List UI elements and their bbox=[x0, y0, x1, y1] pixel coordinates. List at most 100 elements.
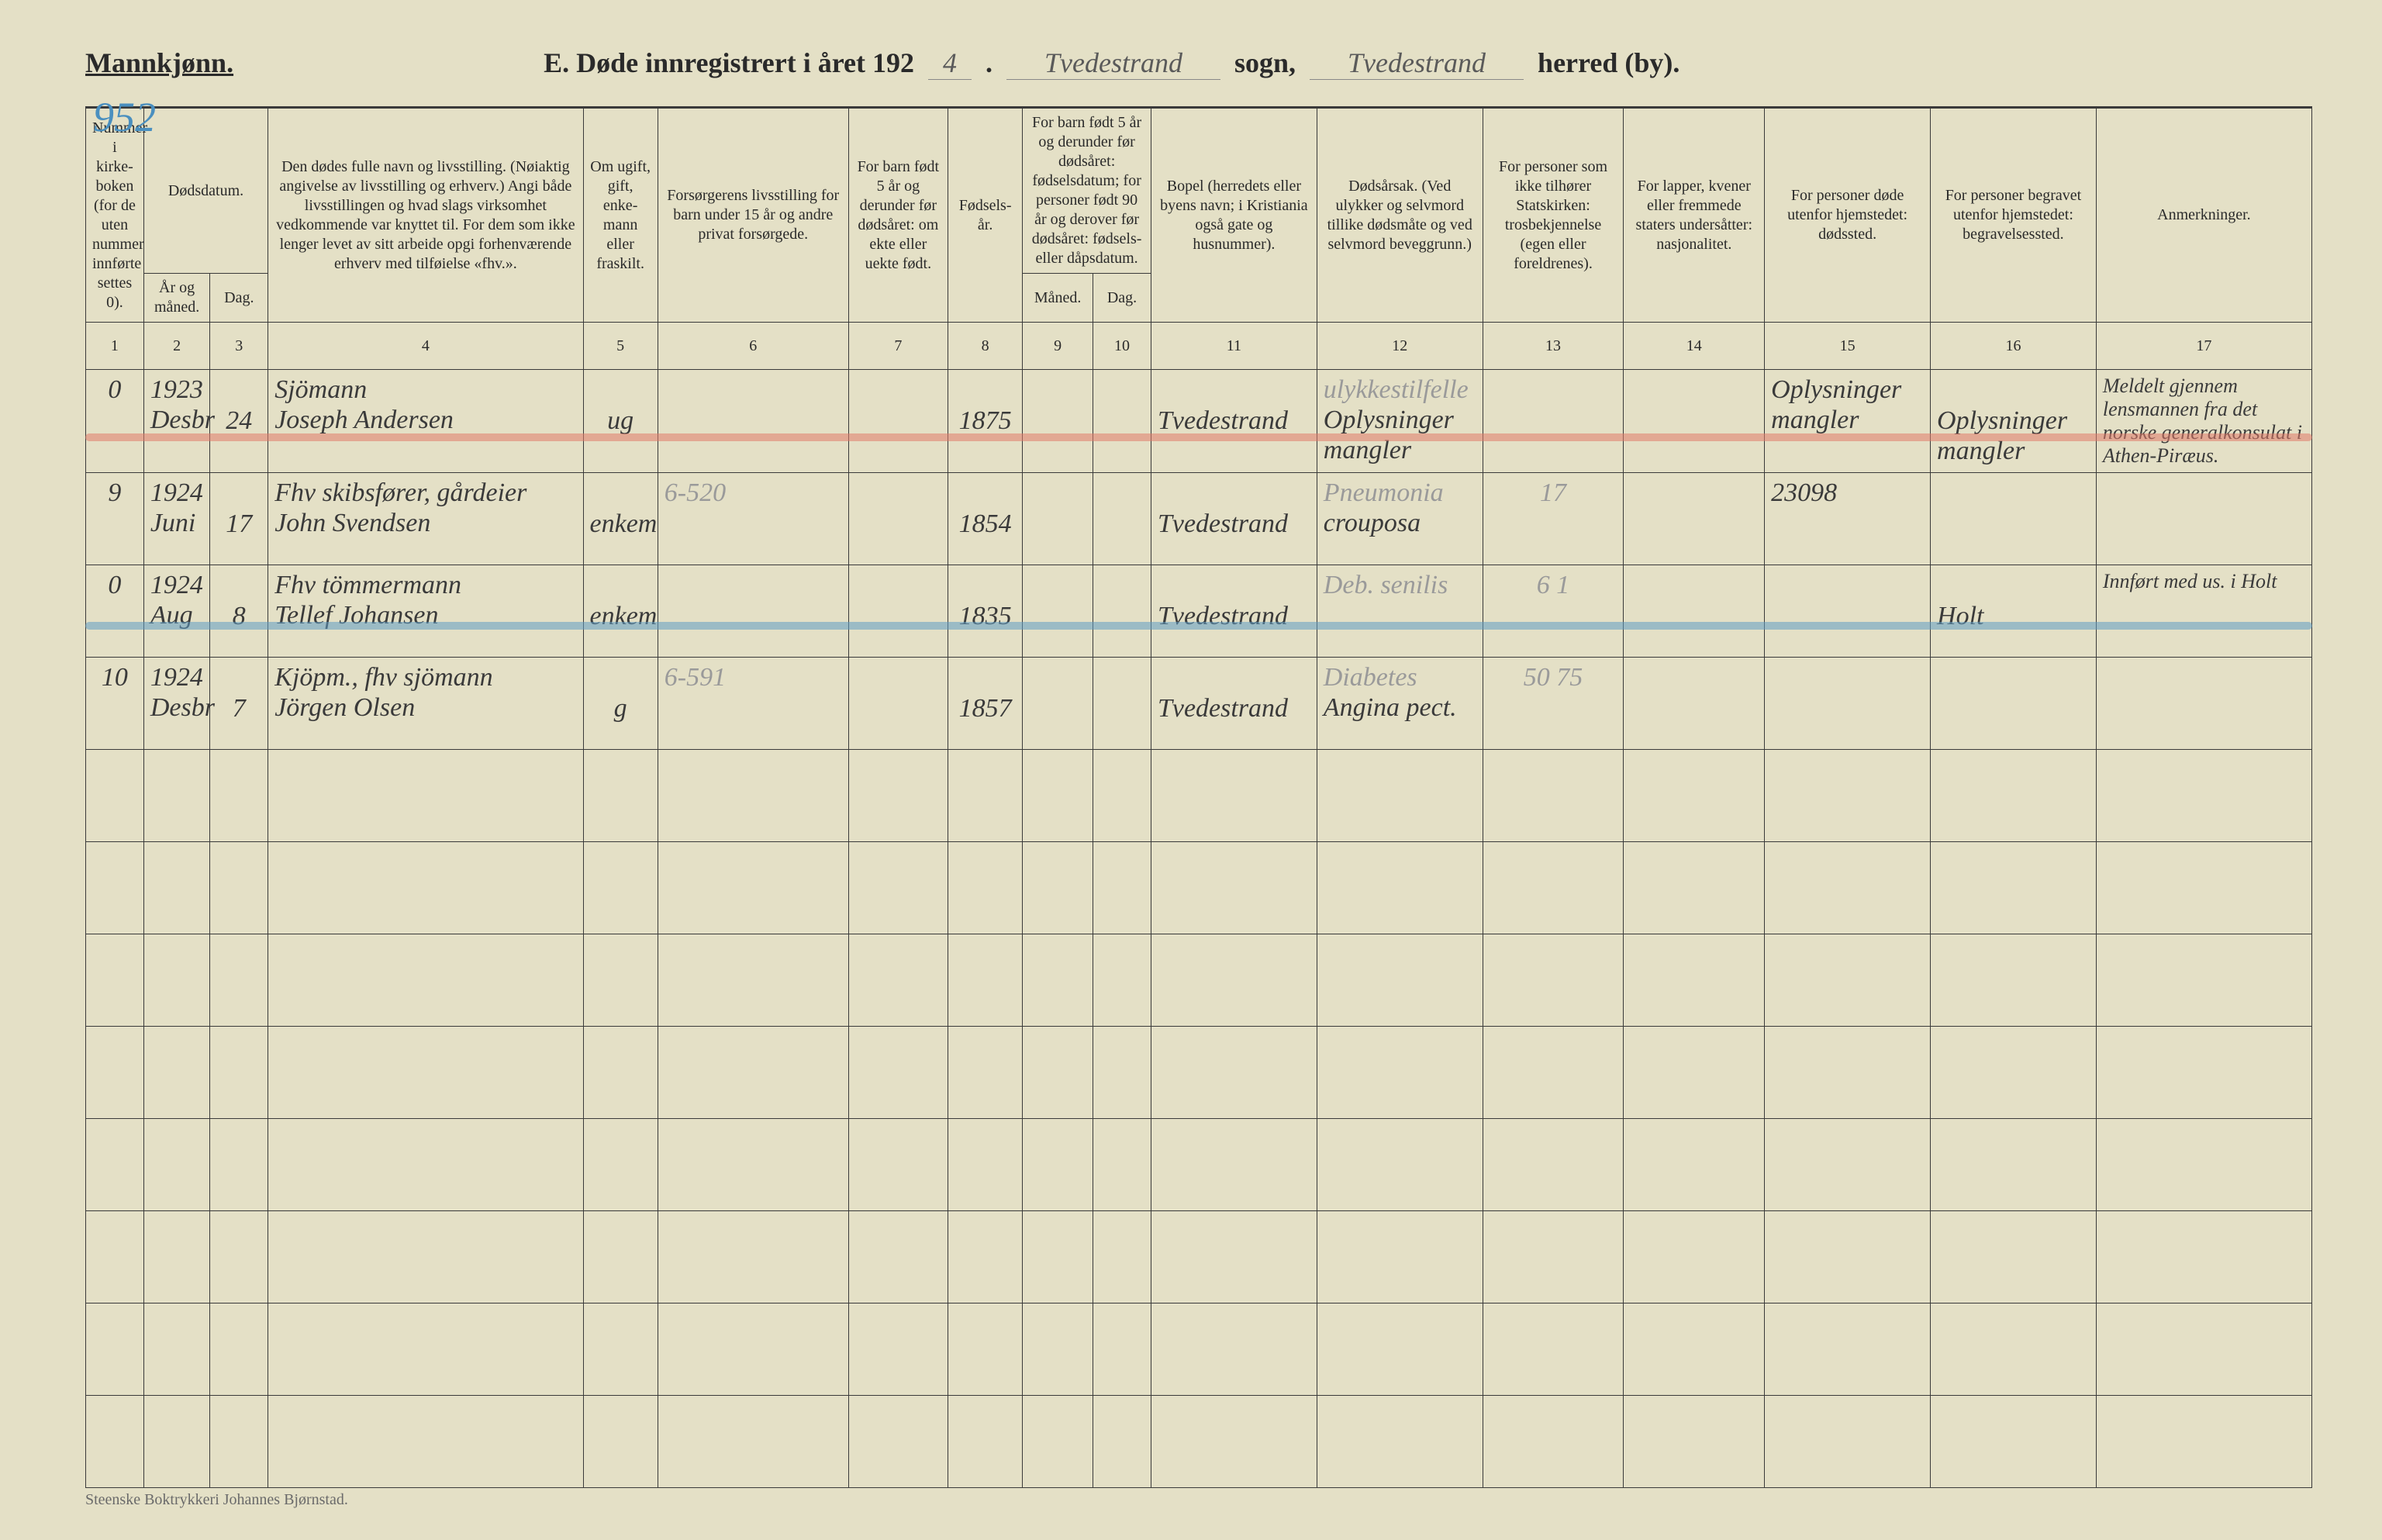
cell-empty bbox=[143, 1303, 210, 1395]
cell bbox=[1624, 565, 1765, 657]
cell-empty bbox=[1093, 1210, 1151, 1303]
cell-empty bbox=[210, 1118, 268, 1210]
cell-empty bbox=[1151, 1395, 1317, 1487]
cell bbox=[658, 565, 848, 657]
col-header: For barn født 5 år og der­under før døds… bbox=[1023, 109, 1151, 274]
cell-empty bbox=[1624, 1210, 1765, 1303]
cell bbox=[848, 565, 948, 657]
cell: 50 75 bbox=[1483, 657, 1624, 749]
cell-empty bbox=[1931, 1303, 2097, 1395]
col-header: Dødsdatum. bbox=[143, 109, 268, 274]
cell: 0 bbox=[86, 370, 144, 473]
cell-empty bbox=[1151, 841, 1317, 934]
cell-empty bbox=[143, 1395, 210, 1487]
cell bbox=[1765, 565, 1931, 657]
cell-empty bbox=[1093, 1026, 1151, 1118]
cell-empty bbox=[268, 749, 583, 841]
cell-empty bbox=[848, 934, 948, 1026]
herred-label: herred (by). bbox=[1538, 47, 1679, 79]
cell-empty bbox=[1624, 934, 1765, 1026]
table-row: 91924Juni17Fhv skibsfører, gårdeierJohn … bbox=[86, 472, 2312, 565]
title-dot: . bbox=[986, 47, 992, 79]
cell: 1875 bbox=[948, 370, 1023, 473]
cell-empty bbox=[658, 934, 848, 1026]
cell-empty bbox=[1023, 1210, 1093, 1303]
cell-empty bbox=[1483, 1210, 1624, 1303]
cell-empty bbox=[1093, 1395, 1151, 1487]
cell-empty bbox=[948, 749, 1023, 841]
cell-empty bbox=[1765, 1118, 1931, 1210]
cell: 1924Aug bbox=[143, 565, 210, 657]
cell-empty bbox=[948, 1118, 1023, 1210]
page-header: Mannkjønn. E. Døde innregistrert i året … bbox=[85, 47, 2312, 80]
table-row-empty bbox=[86, 1026, 2312, 1118]
cell-empty bbox=[1023, 934, 1093, 1026]
cell-empty bbox=[86, 1118, 144, 1210]
cell: 17 bbox=[210, 472, 268, 565]
cell-empty bbox=[1624, 1118, 1765, 1210]
cell: 23098 bbox=[1765, 472, 1931, 565]
cell-empty bbox=[1023, 1118, 1093, 1210]
table-row-empty bbox=[86, 749, 2312, 841]
cell bbox=[2096, 472, 2311, 565]
colnum: 14 bbox=[1624, 323, 1765, 370]
cell-empty bbox=[583, 749, 658, 841]
cell-empty bbox=[86, 1210, 144, 1303]
table-row: 101924Desbr7Kjöpm., fhv sjömannJörgen Ol… bbox=[86, 657, 2312, 749]
cell-empty bbox=[268, 1026, 583, 1118]
cell-empty bbox=[658, 1395, 848, 1487]
cell-empty bbox=[1931, 841, 2097, 934]
col-header: For personer som ikke tilhører Statskirk… bbox=[1483, 109, 1624, 323]
cell-empty bbox=[1093, 1303, 1151, 1395]
cell-empty bbox=[948, 934, 1023, 1026]
colnum: 7 bbox=[848, 323, 948, 370]
ledger-table: Nummer i kirke­boken (for de uten nummer… bbox=[85, 108, 2312, 1488]
cell-empty bbox=[1151, 1210, 1317, 1303]
cell bbox=[1624, 370, 1765, 473]
cell-empty bbox=[848, 841, 948, 934]
cell: enkem bbox=[583, 472, 658, 565]
colnum: 4 bbox=[268, 323, 583, 370]
title-prefix: E. Døde innregistrert i året 192 bbox=[544, 47, 914, 79]
col-header: Bopel (herredets eller byens navn; i Kri… bbox=[1151, 109, 1317, 323]
cell-empty bbox=[210, 841, 268, 934]
cell: 10 bbox=[86, 657, 144, 749]
cell-empty bbox=[1483, 1395, 1624, 1487]
cell-empty bbox=[1624, 749, 1765, 841]
cell-empty bbox=[1624, 841, 1765, 934]
cell-empty bbox=[948, 1395, 1023, 1487]
table-head: Nummer i kirke­boken (for de uten nummer… bbox=[86, 109, 2312, 370]
cell: 1854 bbox=[948, 472, 1023, 565]
cell-empty bbox=[948, 1303, 1023, 1395]
cell bbox=[1765, 657, 1931, 749]
cell-empty bbox=[86, 1395, 144, 1487]
colnum: 17 bbox=[2096, 323, 2311, 370]
cell bbox=[1023, 565, 1093, 657]
cell-empty bbox=[1023, 1395, 1093, 1487]
cell: Oplysninger mangler bbox=[1765, 370, 1931, 473]
page-number: 952 bbox=[93, 93, 156, 141]
cell: 8 bbox=[210, 565, 268, 657]
cell: 1857 bbox=[948, 657, 1023, 749]
cell-empty bbox=[86, 841, 144, 934]
cell-empty bbox=[1317, 1026, 1483, 1118]
cell-empty bbox=[1765, 1303, 1931, 1395]
cell-empty bbox=[1093, 841, 1151, 934]
cell-empty bbox=[1931, 749, 2097, 841]
col-header: Fødsels­år. bbox=[948, 109, 1023, 323]
cell-empty bbox=[210, 1210, 268, 1303]
table-row: 01924Aug8Fhv tömmermannTellef Johansenen… bbox=[86, 565, 2312, 657]
cell-empty bbox=[1765, 1210, 1931, 1303]
cell-empty bbox=[1023, 749, 1093, 841]
cell-empty bbox=[268, 1303, 583, 1395]
col-subheader: År og måned. bbox=[143, 274, 210, 323]
cell-empty bbox=[583, 1026, 658, 1118]
cell bbox=[1023, 657, 1093, 749]
cell bbox=[1093, 657, 1151, 749]
cell bbox=[1093, 370, 1151, 473]
colnum: 15 bbox=[1765, 323, 1931, 370]
cell-empty bbox=[1765, 1026, 1931, 1118]
cell-empty bbox=[1483, 1303, 1624, 1395]
colnum: 8 bbox=[948, 323, 1023, 370]
cell: enkem bbox=[583, 565, 658, 657]
